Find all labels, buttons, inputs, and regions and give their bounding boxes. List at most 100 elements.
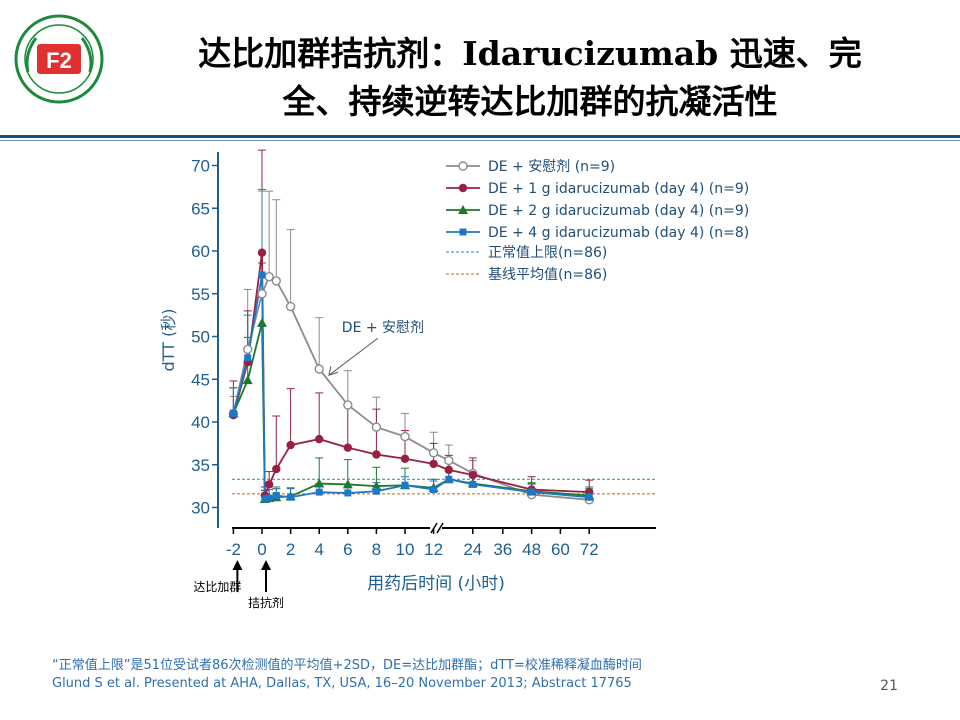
- x-tick-label-4: 6: [343, 540, 352, 559]
- y-tick-label-2: 40: [191, 413, 210, 432]
- axes: 30 35 40 45 50 55 60 65 70 -2 0 2 4 6 8 10 12 24 36 48 60 72 d…: [159, 152, 656, 610]
- x-tick-label-5: 8: [372, 540, 381, 559]
- point-s3-p0: [229, 409, 237, 417]
- title-divider: [0, 135, 960, 138]
- y-tick-label-7: 65: [191, 199, 210, 218]
- legend-label-0: DE + 安慰剂 (n=9): [488, 158, 615, 175]
- y-tick-label-8: 70: [191, 157, 210, 176]
- x-axis-break-2: [436, 522, 444, 534]
- y-tick-label-4: 50: [191, 328, 210, 347]
- point-s3-p5: [272, 492, 280, 500]
- title-divider-thin: [0, 140, 960, 141]
- event-arrowhead-0: [232, 560, 243, 570]
- series-markers: [228, 248, 595, 505]
- point-s3-p8: [344, 489, 352, 497]
- x-axis-label: 用药后时间 (小时): [367, 574, 505, 594]
- x-tick-label-10: 48: [522, 540, 541, 559]
- y-tick-label-3: 45: [191, 370, 210, 389]
- annotations: DE + 安慰剂: [328, 319, 424, 377]
- point-s1-p11: [429, 459, 438, 469]
- point-s3-p6: [287, 493, 295, 501]
- x-tick-label-6: 10: [396, 540, 415, 559]
- point-s1-p5: [272, 464, 281, 474]
- y-tick-label-1: 35: [191, 456, 210, 475]
- point-s1-p12: [444, 465, 453, 475]
- point-s3-p9: [372, 487, 380, 495]
- y-tick-label-5: 55: [191, 285, 210, 304]
- point-s0-p10: [428, 448, 439, 458]
- point-s3-p10: [401, 481, 409, 489]
- event-label-0: 达比加群: [193, 580, 241, 594]
- y-tick-label-6: 60: [191, 242, 210, 261]
- point-s3-p15: [585, 493, 593, 501]
- title-line-2: 全、持续逆转达比加群的抗凝活性: [282, 82, 778, 121]
- point-s1-p10: [400, 454, 410, 463]
- legend-label-3: DE + 4 g idarucizumab (day 4) (n=8): [488, 225, 749, 241]
- annotation-arrow-0: [328, 337, 379, 376]
- x-tick-label-11: 60: [551, 540, 570, 559]
- footnote-citation: Glund S et al. Presented at AHA, Dallas,…: [52, 676, 632, 691]
- legend-marker-0: [458, 161, 468, 171]
- point-s0-p7: [343, 400, 353, 410]
- x-tick-label-3: 4: [314, 540, 323, 559]
- point-s1-p6: [286, 440, 295, 450]
- point-s3-p11: [430, 486, 438, 494]
- point-s0-p8: [371, 422, 382, 432]
- point-s2-p1: [242, 375, 253, 385]
- point-s1-p9: [372, 450, 381, 459]
- point-s0-p4: [271, 276, 281, 286]
- x-tick-label-0: -2: [226, 540, 241, 559]
- point-s1-p13: [468, 470, 477, 480]
- legend-label-2: DE + 2 g idarucizumab (day 4) (n=9): [488, 203, 749, 219]
- legend-marker-3: [459, 228, 467, 236]
- y-tick-label-0: 30: [191, 499, 210, 518]
- point-s3-p13: [469, 480, 477, 488]
- legend-label-1: DE + 1 g idarucizumab (day 4) (n=9): [488, 181, 749, 197]
- point-s3-p1: [244, 354, 252, 362]
- point-s0-p9: [400, 431, 410, 442]
- x-tick-label-1: 0: [257, 540, 266, 559]
- x-tick-label-2: 2: [286, 540, 295, 559]
- point-s0-p2: [257, 289, 267, 299]
- point-s2-p8: [342, 479, 353, 489]
- point-s0-p5: [285, 301, 296, 312]
- page-number: 21: [880, 678, 898, 694]
- legend: DE + 安慰剂 (n=9) DE + 1 g idarucizumab (day…: [446, 158, 749, 283]
- point-s3-p14: [528, 488, 536, 496]
- point-s3-p2: [258, 271, 266, 279]
- point-s2-p2: [257, 317, 267, 327]
- point-s1-p4: [264, 480, 274, 489]
- x-tick-label-8: 24: [463, 540, 482, 559]
- point-s3-p7: [315, 488, 323, 496]
- slide-title: 达比加群拮抗剂：Idarucizumab 迅速、完 全、持续逆转达比加群的抗凝活…: [120, 30, 940, 126]
- point-s1-p2: [257, 248, 267, 257]
- legend-ref-label-0: 正常值上限(n=86): [488, 245, 607, 261]
- legend-ref-label-1: 基线平均值(n=86): [488, 266, 607, 283]
- series-line-3: [232, 274, 590, 501]
- logo: F2: [14, 14, 104, 104]
- title-line-1: 达比加群拮抗剂：Idarucizumab 迅速、完: [198, 34, 862, 73]
- x-tick-label-12: 72: [580, 540, 599, 559]
- series-line-1: [232, 252, 590, 496]
- point-s3-p12: [445, 475, 453, 483]
- x-tick-label-7: 12: [424, 540, 443, 559]
- point-s2-p7: [314, 478, 325, 488]
- point-s0-p11: [444, 455, 454, 466]
- point-s3-p4: [265, 494, 273, 502]
- point-s1-p7: [315, 434, 324, 444]
- annotation-label-0: DE + 安慰剂: [342, 319, 424, 336]
- series-line-2: [232, 322, 590, 501]
- event-label-1: 拮抗剂: [248, 595, 284, 610]
- reference-lines: [232, 478, 655, 495]
- x-tick-label-9: 36: [493, 540, 512, 559]
- point-s0-p1: [242, 344, 253, 355]
- legend-marker-1: [458, 183, 468, 193]
- logo-text: F2: [46, 48, 72, 73]
- point-s0-p6: [314, 364, 324, 374]
- point-s1-p8: [343, 443, 352, 452]
- footnote-definition: “正常值上限”是51位受试者86次检测值的平均值+2SD，DE=达比加群酯；dT…: [52, 658, 642, 673]
- legend-marker-2: [458, 205, 468, 214]
- event-arrowhead-1: [261, 560, 271, 570]
- annotation-arrowhead-0: [328, 366, 339, 377]
